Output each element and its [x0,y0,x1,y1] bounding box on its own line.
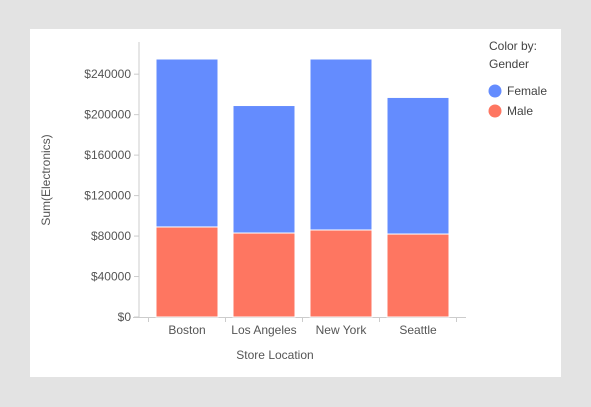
bar-male-los-angeles[interactable] [232,232,296,318]
legend-label-female[interactable]: Female [507,84,547,98]
y-tick-label: $200000 [84,108,131,122]
bar-female-los-angeles[interactable] [232,105,296,234]
y-axis-title: Sum(Electronics) [39,134,53,225]
y-tick-labels: $0 $40000 $80000 $120000 $160000 $200000 $2400… [84,67,131,324]
y-tick-label: $160000 [84,148,131,162]
y-tick-label: $80000 [91,229,131,243]
bars-group [155,58,450,318]
legend-title-line1: Color by: [489,39,537,53]
x-tick-labels: Boston Los Angeles New York Seattle [168,323,437,337]
bar-female-boston[interactable] [155,58,219,228]
x-tick-label: New York [316,323,368,337]
x-tick-label: Boston [168,323,205,337]
bar-female-seattle[interactable] [386,96,450,235]
y-tick-label: $0 [118,310,132,324]
legend-title-line2: Gender [489,57,529,71]
x-tick-label: Los Angeles [231,323,296,337]
legend-label-male[interactable]: Male [507,104,533,118]
y-tick-label: $40000 [91,270,131,284]
y-tick-label: $120000 [84,189,131,203]
bar-male-seattle[interactable] [386,233,450,318]
x-axis-title: Store Location [236,348,313,362]
legend-swatch-male[interactable] [488,104,502,118]
legend: Color by: Gender Female Male [488,39,547,118]
y-tick-label: $240000 [84,67,131,81]
x-tick-label: Seattle [399,323,437,337]
bar-female-new-york[interactable] [309,58,373,231]
legend-swatch-female[interactable] [488,84,502,98]
bar-male-boston[interactable] [155,226,219,318]
bar-male-new-york[interactable] [309,229,373,318]
